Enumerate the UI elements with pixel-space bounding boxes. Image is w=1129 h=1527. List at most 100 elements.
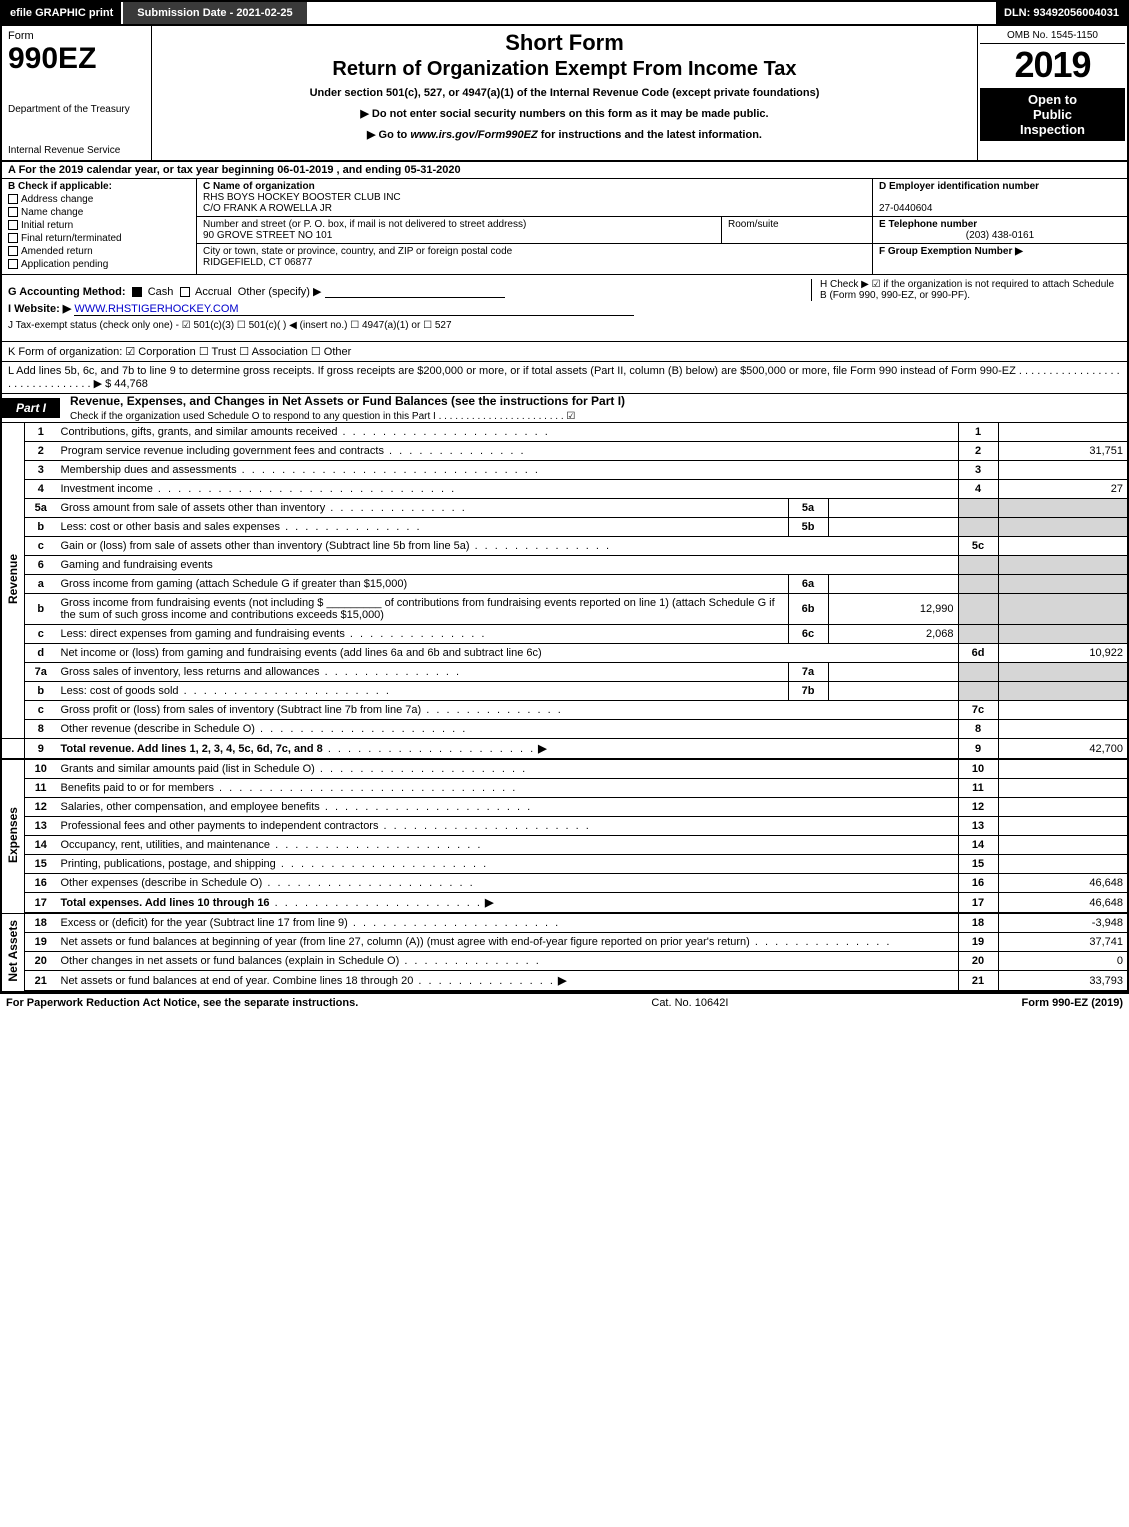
- website-label: I Website: ▶: [8, 303, 71, 315]
- irs-link[interactable]: www.irs.gov/Form990EZ: [410, 129, 537, 141]
- topbar-spacer: [307, 2, 996, 24]
- chk-accrual[interactable]: [180, 287, 190, 297]
- line-rval: [998, 423, 1128, 442]
- line-num: 20: [25, 952, 57, 971]
- line-rval: 46,648: [998, 874, 1128, 893]
- line-rval: [998, 855, 1128, 874]
- line-rnum: 20: [958, 952, 998, 971]
- line-rnum: 11: [958, 779, 998, 798]
- line-num: 18: [25, 913, 57, 933]
- footer-right: Form 990-EZ (2019): [1022, 997, 1123, 1009]
- line-rnum: 6d: [958, 644, 998, 663]
- line-num: 19: [25, 933, 57, 952]
- line-desc: Net assets or fund balances at beginning…: [57, 933, 959, 952]
- line-rnum: 7c: [958, 701, 998, 720]
- chk-label: Name change: [21, 207, 83, 218]
- org-addr-block: Number and street (or P. O. box, if mail…: [197, 217, 722, 243]
- sub-val: 12,990: [828, 594, 958, 625]
- chk-label: Amended return: [21, 246, 93, 257]
- line-rval: [998, 836, 1128, 855]
- g-label: G Accounting Method:: [8, 286, 126, 298]
- line-rnum: 2: [958, 442, 998, 461]
- shaded-cell: [958, 663, 998, 682]
- line-num: 1: [25, 423, 57, 442]
- line-desc: Occupancy, rent, utilities, and maintena…: [57, 836, 959, 855]
- under-section: Under section 501(c), 527, or 4947(a)(1)…: [162, 87, 967, 99]
- sub-num: 5b: [788, 518, 828, 537]
- line-num: 12: [25, 798, 57, 817]
- line-rnum: 16: [958, 874, 998, 893]
- website-link[interactable]: WWW.RHSTIGERHOCKEY.COM: [74, 303, 634, 316]
- line-num: 9: [25, 739, 57, 760]
- line-rnum: 9: [958, 739, 998, 760]
- chk-label: Application pending: [21, 259, 108, 270]
- line-num: 2: [25, 442, 57, 461]
- line-rnum: 15: [958, 855, 998, 874]
- shaded-cell: [998, 594, 1128, 625]
- shaded-cell: [998, 518, 1128, 537]
- ein-block: D Employer identification number 27-0440…: [873, 179, 1127, 217]
- chk-application-pending[interactable]: Application pending: [8, 259, 190, 270]
- line-desc: Less: cost of goods sold: [57, 682, 789, 701]
- sub-num: 6c: [788, 625, 828, 644]
- line-num: 13: [25, 817, 57, 836]
- line-rnum: 1: [958, 423, 998, 442]
- addr-label: Number and street (or P. O. box, if mail…: [203, 219, 526, 230]
- line-desc: Gross sales of inventory, less returns a…: [57, 663, 789, 682]
- line-rval: [998, 537, 1128, 556]
- meta-block: H Check ▶ ☑ if the organization is not r…: [0, 275, 1129, 342]
- line-rval: 42,700: [998, 739, 1128, 760]
- accrual-label: Accrual: [195, 286, 232, 298]
- line-num: 3: [25, 461, 57, 480]
- other-specify-slot[interactable]: [325, 286, 505, 298]
- chk-address-change[interactable]: Address change: [8, 194, 190, 205]
- line-num: 16: [25, 874, 57, 893]
- sub-num: 6b: [788, 594, 828, 625]
- line-num: 15: [25, 855, 57, 874]
- shaded-cell: [958, 518, 998, 537]
- chk-final-return[interactable]: Final return/terminated: [8, 233, 190, 244]
- line-num: 7a: [25, 663, 57, 682]
- line-rval: [998, 701, 1128, 720]
- line-rval: 0: [998, 952, 1128, 971]
- line-desc: Gross profit or (loss) from sales of inv…: [57, 701, 959, 720]
- part-1-check-line: Check if the organization used Schedule …: [70, 411, 575, 422]
- chk-cash[interactable]: [132, 287, 142, 297]
- shaded-cell: [958, 556, 998, 575]
- line-rnum: 4: [958, 480, 998, 499]
- irs-label: Internal Revenue Service: [8, 145, 145, 156]
- org-address: 90 GROVE STREET NO 101: [203, 230, 332, 241]
- footer-left: For Paperwork Reduction Act Notice, see …: [6, 997, 358, 1009]
- sub-num: 6a: [788, 575, 828, 594]
- line-rval: [998, 779, 1128, 798]
- line-rnum: 8: [958, 720, 998, 739]
- line-rval: [998, 720, 1128, 739]
- room-suite: Room/suite: [722, 217, 872, 243]
- form-header: Form 990EZ Department of the Treasury In…: [0, 26, 1129, 162]
- chk-initial-return[interactable]: Initial return: [8, 220, 190, 231]
- org-name-block: C Name of organization RHS BOYS HOCKEY B…: [197, 179, 872, 217]
- line-desc: Other revenue (describe in Schedule O): [57, 720, 959, 739]
- sub-val: [828, 499, 958, 518]
- top-bar: efile GRAPHIC print Submission Date - 20…: [0, 0, 1129, 26]
- line-desc: Total expenses. Add lines 10 through 16: [57, 893, 959, 914]
- row-a-tax-year: A For the 2019 calendar year, or tax yea…: [0, 162, 1129, 179]
- header-mid: Short Form Return of Organization Exempt…: [152, 26, 977, 160]
- shaded-cell: [958, 594, 998, 625]
- line-rval: [998, 759, 1128, 779]
- line-rval: 10,922: [998, 644, 1128, 663]
- sub-val: [828, 518, 958, 537]
- line-desc: Gain or (loss) from sale of assets other…: [57, 537, 959, 556]
- efile-print[interactable]: efile GRAPHIC print: [2, 2, 121, 24]
- open-to-public: Open to Public Inspection: [980, 88, 1125, 141]
- l-gross-receipts: L Add lines 5b, 6c, and 7b to line 9 to …: [0, 362, 1129, 394]
- line-num: b: [25, 594, 57, 625]
- line-num: 6: [25, 556, 57, 575]
- chk-amended-return[interactable]: Amended return: [8, 246, 190, 257]
- goto-line: ▶ Go to www.irs.gov/Form990EZ for instru…: [162, 128, 967, 141]
- expenses-vlabel: Expenses: [1, 759, 25, 913]
- shaded-cell: [958, 499, 998, 518]
- col-c-org: C Name of organization RHS BOYS HOCKEY B…: [197, 179, 872, 274]
- chk-name-change[interactable]: Name change: [8, 207, 190, 218]
- open-line-3: Inspection: [982, 122, 1123, 137]
